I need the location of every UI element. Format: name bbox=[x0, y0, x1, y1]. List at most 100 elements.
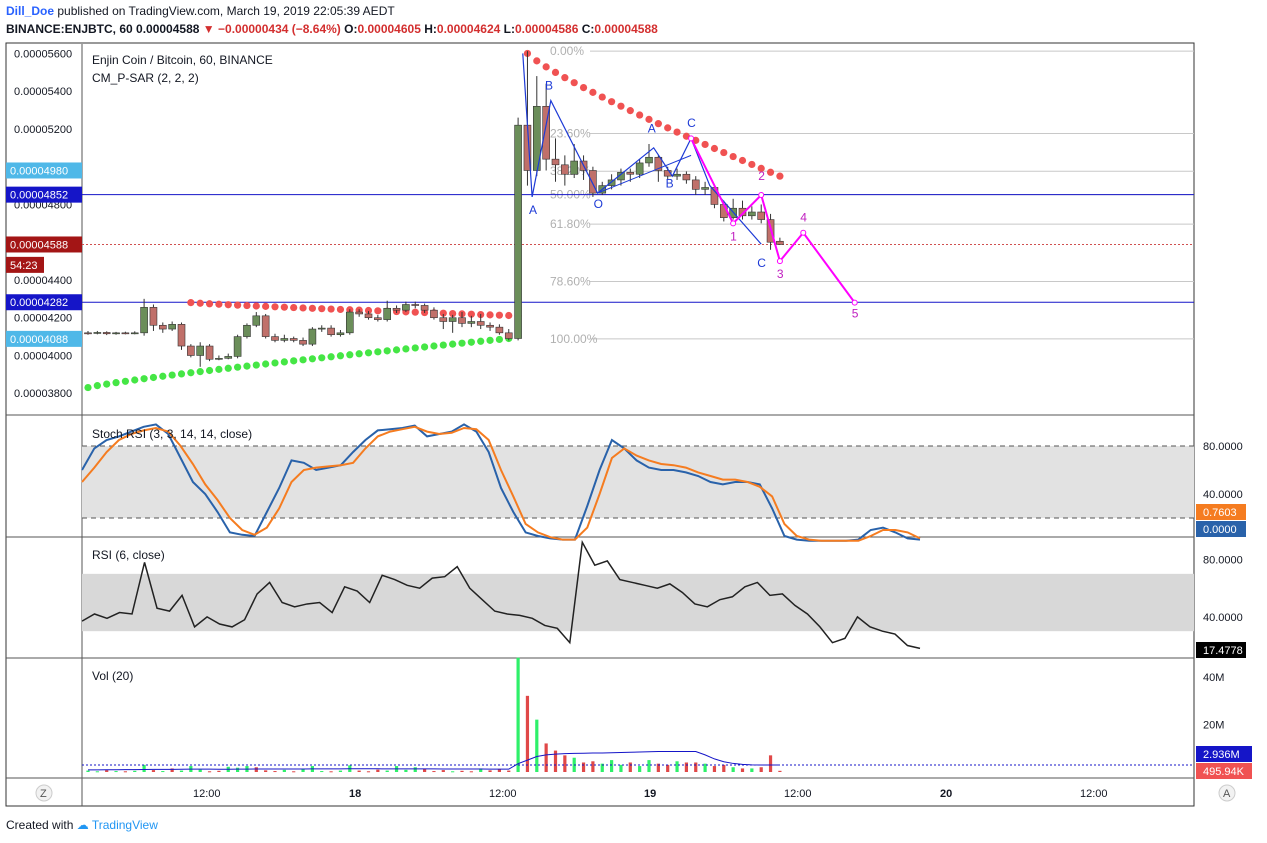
sar-dot bbox=[355, 350, 363, 358]
volume-y-tick: 40M bbox=[1203, 672, 1224, 684]
price-label-box bbox=[6, 256, 44, 273]
sar-dot bbox=[140, 375, 148, 383]
sar-dot bbox=[121, 377, 129, 385]
volume-bar bbox=[170, 768, 174, 772]
sar-dot bbox=[598, 93, 606, 101]
elliott-wave-line bbox=[690, 137, 856, 304]
volume-bar bbox=[301, 769, 305, 772]
sar-dot bbox=[280, 358, 288, 366]
sar-dot bbox=[729, 152, 737, 161]
candle-body bbox=[374, 317, 382, 320]
sar-indicator-label: CM_P-SAR (2, 2, 2) bbox=[92, 71, 199, 85]
scale-auto-button[interactable]: A bbox=[1218, 784, 1236, 802]
sar-dot bbox=[271, 303, 279, 311]
volume-bar bbox=[207, 771, 212, 773]
fib-level-label: 61.80% bbox=[550, 217, 591, 231]
volume-value-label: 495.94K bbox=[1203, 766, 1245, 778]
sar-dot bbox=[196, 299, 204, 307]
candle-body bbox=[233, 336, 242, 357]
volume-bar bbox=[432, 771, 436, 773]
volume-bar bbox=[778, 770, 782, 772]
pattern-point-label: A bbox=[648, 122, 656, 136]
sar-dot bbox=[93, 382, 101, 390]
sar-dot bbox=[421, 343, 429, 351]
sar-dot bbox=[636, 111, 644, 119]
high-value: 0.00004624 bbox=[436, 22, 501, 36]
wave-label: 3 bbox=[777, 267, 784, 281]
volume-ma-line bbox=[88, 751, 780, 771]
candle-body bbox=[635, 162, 644, 175]
sar-dot bbox=[196, 368, 204, 376]
sar-dot bbox=[645, 115, 653, 123]
published-text: published on TradingView.com, March 19, … bbox=[57, 4, 395, 18]
sar-dot bbox=[234, 301, 242, 309]
author-link[interactable]: Dill_Doe bbox=[6, 4, 55, 18]
candle-body bbox=[364, 313, 373, 319]
candle-body bbox=[420, 305, 429, 311]
candle-body bbox=[551, 158, 560, 166]
chart-frame bbox=[5, 42, 1195, 807]
volume-bar bbox=[497, 769, 501, 772]
fib-level-label: 100.00% bbox=[550, 332, 598, 346]
sar-dot bbox=[542, 63, 550, 71]
sar-dot bbox=[608, 98, 616, 106]
volume-bar bbox=[329, 771, 333, 773]
scale-z-button[interactable]: Z bbox=[35, 784, 53, 802]
sar-dot bbox=[262, 360, 270, 368]
tradingview-logo-icon: ☁ bbox=[76, 818, 89, 832]
price-label: 0.00004282 bbox=[10, 297, 68, 309]
sar-dot bbox=[364, 306, 373, 315]
rsi-value-box bbox=[1196, 642, 1246, 658]
candle-body bbox=[168, 324, 176, 330]
volume-bar bbox=[666, 764, 670, 772]
sar-dot bbox=[205, 366, 214, 375]
sar-dot bbox=[701, 140, 709, 149]
volume-bar bbox=[535, 719, 539, 772]
candle-body bbox=[224, 356, 233, 359]
sar-dot bbox=[570, 79, 578, 87]
volume-bar bbox=[610, 760, 614, 772]
created-with-text: Created with bbox=[6, 818, 74, 832]
volume-bar bbox=[581, 762, 586, 772]
sar-dot bbox=[383, 347, 391, 355]
symbol-label: BINANCE:ENJBTC, 60 bbox=[6, 22, 133, 36]
rsi-band bbox=[82, 573, 1194, 632]
volume-bar bbox=[357, 770, 361, 772]
candle-body bbox=[196, 345, 204, 356]
sar-dot bbox=[411, 344, 419, 352]
volume-bar bbox=[413, 767, 417, 772]
pattern-point-label: O bbox=[594, 197, 603, 211]
sar-dot bbox=[439, 341, 447, 349]
sar-dot bbox=[149, 373, 158, 382]
volume-label: Vol (20) bbox=[92, 669, 133, 683]
fib-level-label: 78.60% bbox=[550, 274, 591, 288]
candle-body bbox=[738, 207, 747, 217]
sar-dot bbox=[748, 160, 756, 169]
volume-bar bbox=[731, 767, 735, 772]
candle-body bbox=[392, 307, 401, 311]
sar-dot bbox=[505, 311, 513, 320]
volume-bar bbox=[544, 743, 548, 772]
candle-body bbox=[317, 327, 326, 330]
candle-body bbox=[345, 311, 354, 334]
candle-body bbox=[383, 307, 392, 320]
candle-body bbox=[776, 240, 784, 245]
pattern-base-line bbox=[597, 154, 692, 194]
main-title: Enjin Coin / Bitcoin, 60, BINANCE bbox=[92, 53, 273, 67]
candle-body bbox=[607, 179, 616, 186]
sar-dot bbox=[252, 361, 260, 369]
high-label: H: bbox=[424, 22, 437, 36]
candle-body bbox=[243, 324, 251, 337]
fib-level-label: 23.60% bbox=[550, 126, 591, 140]
pattern-point-label: B bbox=[545, 78, 553, 92]
wave-point bbox=[688, 135, 695, 142]
sar-dot bbox=[243, 362, 251, 370]
sar-dot bbox=[336, 305, 345, 314]
price-label-box bbox=[6, 330, 82, 347]
pattern-point-label: A bbox=[529, 203, 537, 217]
volume-bar bbox=[441, 770, 445, 772]
pattern-point-label: C bbox=[757, 256, 766, 270]
tradingview-brand[interactable]: TradingView bbox=[91, 818, 158, 832]
volume-bar bbox=[217, 770, 221, 772]
